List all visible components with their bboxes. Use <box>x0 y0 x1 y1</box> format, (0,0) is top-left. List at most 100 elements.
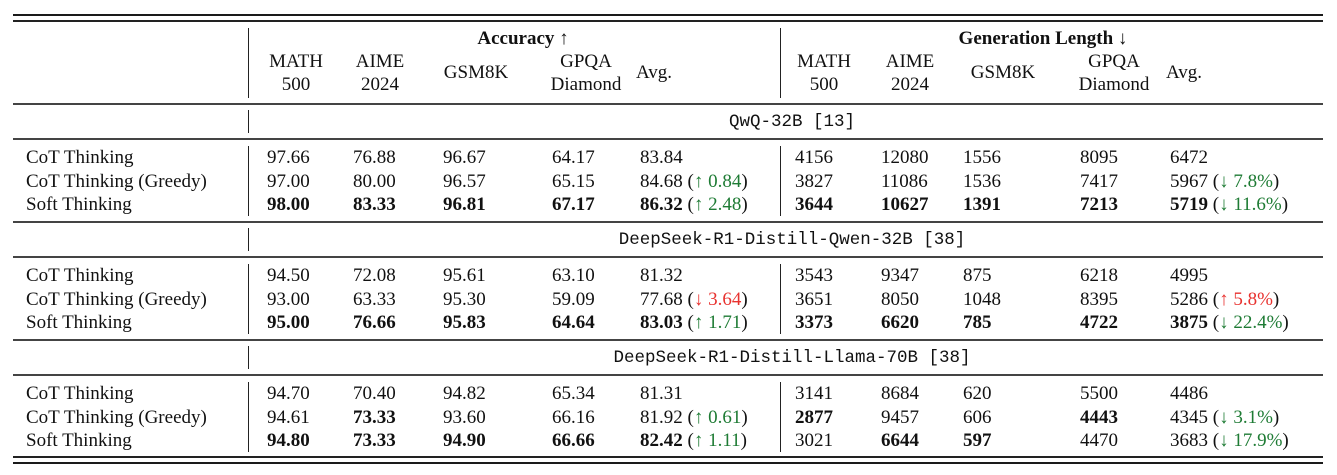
generation-length-value: 8050 <box>881 288 919 310</box>
arrow-up-icon: ↑ <box>693 312 704 333</box>
accuracy-value: 94.82 <box>443 383 486 404</box>
arrow-up-icon: ↑ <box>693 194 704 215</box>
column-divider <box>248 28 249 98</box>
delta-annotation: (↑ 1.71) <box>682 312 748 333</box>
accuracy-group-header: Accuracy ↑ <box>477 28 569 49</box>
generation-length-value: 6218 <box>1080 265 1118 286</box>
column-divider <box>780 264 781 334</box>
accuracy-value: 80.00 <box>353 170 396 192</box>
column-header-gpqa: GPQA <box>1088 51 1140 72</box>
arrow-down-icon: ↓ <box>693 288 704 310</box>
arrow-down-icon: ↓ <box>1219 406 1229 428</box>
generation-length-value: 4156 <box>795 147 833 168</box>
delta-annotation: (↓ 22.4%) <box>1208 312 1289 333</box>
accuracy-value: 66.66 <box>552 430 595 451</box>
generation-length-value: 1536 <box>963 170 1001 192</box>
delta-value: 3.64 <box>708 288 742 310</box>
arrow-down-icon: ↓ <box>1219 194 1229 215</box>
generation-length-value: 4443 <box>1080 406 1118 428</box>
arrow-up-icon: ↑ <box>1219 288 1229 310</box>
generation-length-value: 3141 <box>795 383 833 404</box>
delta-value: 1.71 <box>708 312 742 333</box>
accuracy-value: 63.10 <box>552 265 595 286</box>
column-header-gsm8k: GSM8K <box>970 62 1036 83</box>
column-header-gpqa: GPQA <box>560 51 612 72</box>
delta-value: 0.84 <box>708 170 742 192</box>
generation-length-value: 4486 <box>1170 383 1208 404</box>
delta-value: 2.48 <box>708 194 742 215</box>
generation-length-value: 2877 <box>795 406 833 428</box>
accuracy-value: 83.33 <box>353 194 396 215</box>
accuracy-value: 97.00 <box>267 170 310 192</box>
accuracy-value: 64.17 <box>552 147 595 168</box>
generation-length-value: 6472 <box>1170 147 1208 168</box>
column-header-sub: 500 <box>809 74 839 95</box>
accuracy-value: 95.83 <box>443 312 486 333</box>
generation-length-value: 4995 <box>1170 265 1208 286</box>
column-header-gsm8k: GSM8K <box>443 62 509 83</box>
accuracy-value: 93.60 <box>443 406 486 428</box>
generation-length-value: 4722 <box>1080 312 1118 333</box>
generation-length-value: 3373 <box>795 312 833 333</box>
top-rule-1 <box>13 14 1323 16</box>
generation-length-value: 6620 <box>881 312 919 333</box>
accuracy-value: 96.67 <box>443 147 486 168</box>
delta-value: 17.9% <box>1233 430 1283 451</box>
accuracy-value: 73.33 <box>353 430 396 451</box>
accuracy-value: 96.57 <box>443 170 486 192</box>
generation-length-value: 5500 <box>1080 383 1118 404</box>
generation-length-value: 3683 (↓ 17.9%) <box>1170 430 1289 451</box>
accuracy-value: 98.00 <box>267 194 310 215</box>
delta-value: 11.6% <box>1233 194 1282 215</box>
generation-length-group-header: Generation Length ↓ <box>958 28 1128 49</box>
generation-length-value: 3644 <box>795 194 833 215</box>
column-divider <box>248 346 249 369</box>
delta-value: 1.11 <box>708 430 741 451</box>
arrow-down-icon: ↓ <box>1219 170 1229 192</box>
delta-annotation: (↑ 0.61) <box>682 406 748 428</box>
accuracy-value: 94.61 <box>267 406 310 428</box>
generation-length-value: 7213 <box>1080 194 1118 215</box>
generation-length-value: 1556 <box>963 147 1001 168</box>
delta-annotation: (↑ 2.48) <box>682 194 748 215</box>
accuracy-value: 97.66 <box>267 147 310 168</box>
column-header-avg: Avg. <box>635 62 673 83</box>
accuracy-value: 94.90 <box>443 430 486 451</box>
model-section-title: DeepSeek-R1-Distill-Llama-70B [38] <box>613 348 971 368</box>
delta-value: 0.61 <box>708 406 742 428</box>
accuracy-value: 64.64 <box>552 312 595 333</box>
accuracy-value: 67.17 <box>552 194 595 215</box>
generation-length-value: 3021 <box>795 430 833 451</box>
accuracy-value: 82.42 (↑ 1.11) <box>640 430 747 451</box>
delta-annotation: (↓ 17.9%) <box>1208 430 1289 451</box>
delta-value: 3.1% <box>1233 406 1273 428</box>
arrow-up-icon: ↑ <box>693 430 704 451</box>
generation-length-value: 12080 <box>881 147 929 168</box>
generation-length-value: 5967 (↓ 7.8%) <box>1170 170 1280 192</box>
accuracy-value: 81.32 <box>640 265 683 286</box>
column-header-sub: 2024 <box>891 74 929 95</box>
column-header-sub: Diamond <box>550 74 622 95</box>
generation-length-value: 597 <box>963 430 992 451</box>
column-header-sub: Diamond <box>1078 74 1150 95</box>
accuracy-value: 76.66 <box>353 312 396 333</box>
column-divider <box>248 146 249 216</box>
delta-value: 5.8% <box>1233 288 1273 310</box>
generation-length-value: 3543 <box>795 265 833 286</box>
bottom-rule-1 <box>13 456 1323 458</box>
bottom-rule-2 <box>13 462 1323 464</box>
accuracy-value: 81.92 (↑ 0.61) <box>640 406 748 428</box>
column-divider <box>248 110 249 133</box>
accuracy-value: 96.81 <box>443 194 486 215</box>
section-rule <box>13 374 1323 376</box>
generation-length-value: 6644 <box>881 430 919 451</box>
accuracy-value: 65.34 <box>552 383 595 404</box>
accuracy-value: 63.33 <box>353 288 396 310</box>
generation-length-value: 3827 <box>795 170 833 192</box>
delta-value: 22.4% <box>1233 312 1283 333</box>
generation-length-value: 3875 (↓ 22.4%) <box>1170 312 1289 333</box>
column-divider <box>780 382 781 452</box>
accuracy-value: 76.88 <box>353 147 396 168</box>
method-name: CoT Thinking <box>26 265 134 286</box>
accuracy-value: 84.68 (↑ 0.84) <box>640 170 748 192</box>
